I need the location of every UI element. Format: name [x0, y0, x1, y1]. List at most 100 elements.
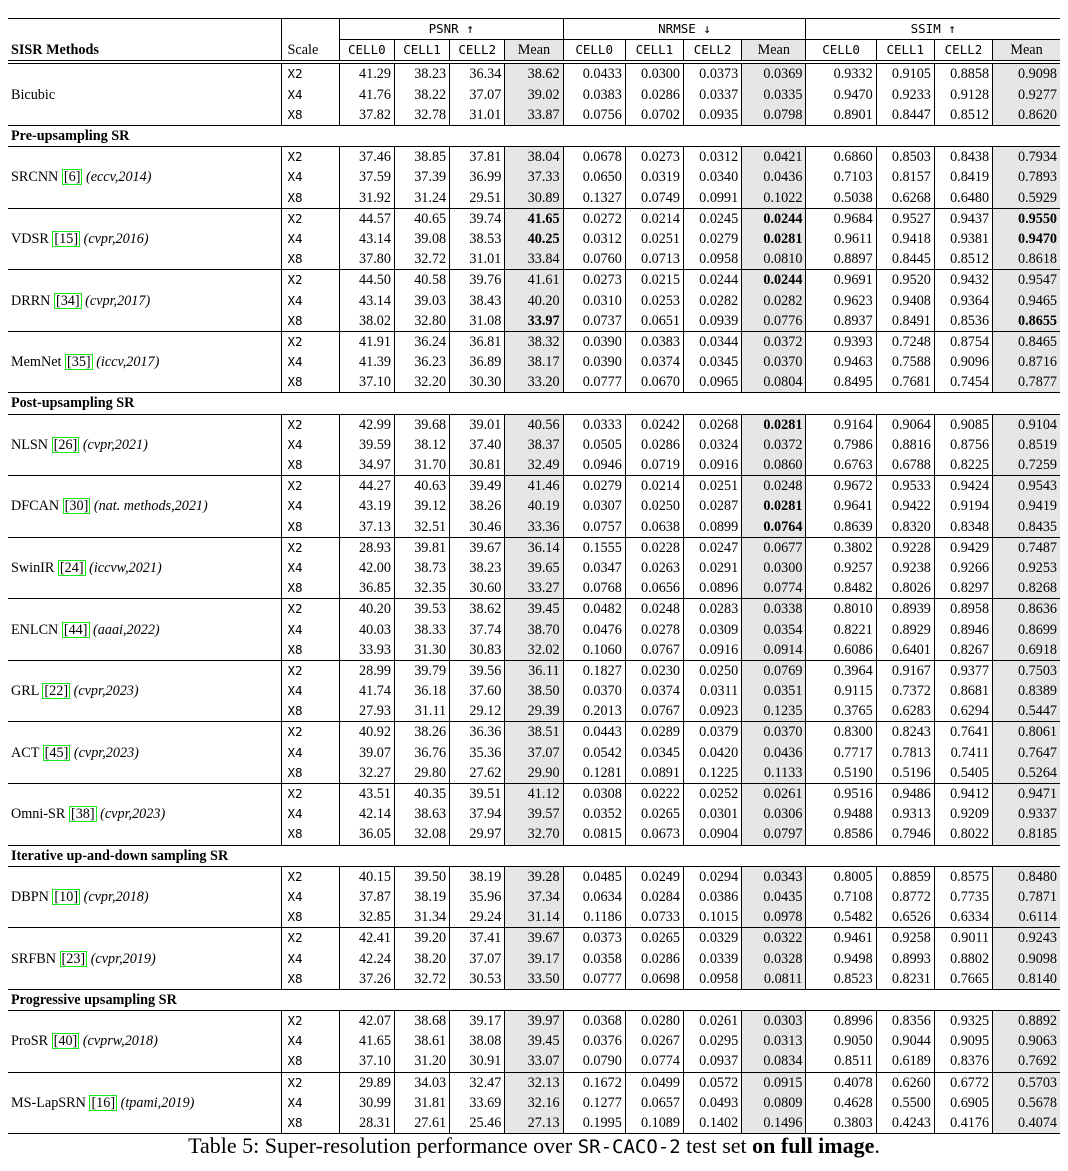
method-name: ENLCN [11, 621, 59, 638]
citation-link[interactable]: [30] [62, 498, 91, 515]
table-row: X8 27.93 31.11 29.12 29.39 0.2013 0.0767 0.0923… [8, 701, 1060, 722]
table-row: X8 37.10 31.20 30.91 33.07 0.0790 0.0774 0.0937… [8, 1051, 1060, 1073]
nrmse-mean-value: 0.0798 [741, 104, 807, 126]
nrmse-cell2-value: 0.0291 [683, 557, 743, 579]
psnr-mean-value: 41.65 [504, 208, 564, 229]
psnr-cell0-value: 42.14 [339, 804, 395, 825]
psnr-cell0-value: 40.92 [339, 721, 395, 743]
nrmse-cell1-value: 0.0273 [625, 146, 684, 168]
citation-link[interactable]: [15] [52, 230, 81, 247]
ssim-mean-value: 0.7647 [992, 742, 1060, 763]
nrmse-cell1-value: 0.0286 [625, 84, 684, 105]
ssim-cell1-value: 0.9238 [876, 557, 935, 579]
ssim-cell0-value: 0.9164 [805, 414, 877, 435]
ssim-cell1-value: 0.9233 [876, 84, 935, 105]
ssim-mean-value: 0.8140 [992, 968, 1060, 990]
citation-link[interactable]: [16] [89, 1094, 118, 1111]
psnr-cell2-value: 29.12 [449, 701, 506, 722]
psnr-mean-value: 41.46 [504, 475, 564, 497]
psnr-cell0-value: 41.74 [339, 681, 395, 702]
nrmse-cell2-value: 0.0937 [683, 1051, 743, 1073]
ssim-cell2-value: 0.9437 [934, 208, 994, 229]
psnr-mean-value: 39.28 [504, 866, 564, 887]
psnr-mean-value: 39.65 [504, 557, 564, 579]
table-row: X8 37.82 32.78 31.01 33.87 0.0756 0.0702 0.0935… [8, 104, 1060, 126]
psnr-cell0-value: 40.20 [339, 598, 395, 620]
nrmse-cell0-value: 0.1327 [563, 187, 626, 209]
psnr-cell2-value: 35.96 [449, 886, 506, 908]
citation-link[interactable]: [45] [42, 744, 71, 761]
ssim-mean-value: 0.5929 [992, 187, 1060, 209]
ssim-cell2-value: 0.9412 [934, 783, 994, 805]
ssim-mean-value: 0.5264 [992, 762, 1060, 784]
nrmse-mean-value: 0.0300 [741, 557, 807, 579]
method-cell: Bicubic [8, 63, 282, 126]
psnr-cell1-value: 38.61 [394, 1031, 451, 1052]
citation-link[interactable]: [34] [53, 292, 82, 309]
scale-cell: X2 [281, 1010, 340, 1032]
citation-link[interactable]: [26] [51, 436, 80, 453]
nrmse-cell2-value: 0.0935 [683, 104, 743, 126]
citation-link[interactable]: [38] [68, 806, 97, 823]
psnr-cell1-value: 38.33 [394, 619, 451, 640]
ssim-cell1-value: 0.9105 [876, 63, 935, 85]
ssim-cell1-value: 0.9228 [876, 537, 935, 558]
scale-cell: X2 [281, 537, 340, 558]
nrmse-cell1-value: 0.0278 [625, 619, 684, 640]
nrmse-cell0-value: 0.0476 [563, 619, 626, 640]
psnr-cell0-value: 43.51 [339, 783, 395, 805]
ssim-cell1-value: 0.8445 [876, 249, 935, 270]
ssim-mean-value: 0.8716 [992, 352, 1060, 373]
group-header: Iterative up-and-down sampling SR [8, 844, 1060, 867]
table-row: X4 43.19 39.12 38.26 40.19 0.0307 0.0250 0.0287… [8, 496, 1060, 517]
scale-cell: X2 [281, 414, 340, 435]
scale-cell: X2 [281, 146, 340, 168]
nrmse-cell0-value: 0.1281 [563, 762, 626, 784]
method-venue: (cvprw,2018) [82, 1033, 158, 1050]
psnr-cell0-value: 31.92 [339, 187, 395, 209]
citation-link[interactable]: [24] [57, 559, 86, 576]
caption-emphasis: on full image [752, 1133, 875, 1158]
method-cell: SwinIR [24] (iccvw,2021) [8, 536, 282, 600]
table-row: DBPN [10] (cvpr,2018) X2 40.15 39.50 38.19 39… [8, 865, 1060, 929]
ssim-cell0-value: 0.3802 [805, 537, 877, 558]
scale-cell: X8 [281, 907, 340, 928]
citation-link[interactable]: [40] [51, 1033, 80, 1050]
ssim-cell2-value: 0.6772 [934, 1072, 994, 1093]
scale-cell: X8 [281, 578, 340, 599]
ssim-cell1-value: 0.9418 [876, 228, 935, 250]
ssim-cell1-value: 0.7681 [876, 372, 935, 393]
table-row: Omni-SR [38] (cvpr,2023) X2 43.51 40.35 39.5… [8, 782, 1060, 846]
psnr-cell0-value: 37.59 [339, 167, 395, 188]
table-caption: Table 5: Super-resolution performance ov… [0, 1133, 1068, 1159]
ssim-cell2-value: 0.9209 [934, 804, 994, 825]
ssim-cell2-value: 0.6480 [934, 187, 994, 209]
psnr-cell2-value: 38.08 [449, 1031, 506, 1052]
ssim-mean-value: 0.9098 [992, 63, 1060, 85]
nrmse-cell1-value: 0.0656 [625, 578, 684, 599]
scale-cell: X8 [281, 249, 340, 270]
citation-link[interactable]: [10] [52, 888, 81, 905]
nrmse-cell2-value: 0.0337 [683, 84, 743, 105]
ssim-cell1-value: 0.9064 [876, 414, 935, 435]
nrmse-cell0-value: 0.0505 [563, 434, 626, 455]
nrmse-cell1-value: 0.0698 [625, 968, 684, 990]
nrmse-cell1-value: 0.0228 [625, 537, 684, 558]
citation-link[interactable]: [6] [61, 169, 83, 186]
scale-cell: X8 [281, 824, 340, 845]
method-venue: (cvpr,2016) [83, 230, 149, 247]
psnr-cell2-value: 39.67 [449, 537, 506, 558]
nrmse-cell2-value: 0.0295 [683, 1031, 743, 1052]
citation-link[interactable]: [44] [61, 621, 90, 638]
citation-link[interactable]: [35] [64, 354, 93, 371]
nrmse-mean-value: 0.0335 [741, 84, 807, 105]
ssim-cell0-value: 0.9257 [805, 557, 877, 579]
citation-link[interactable]: [22] [42, 683, 71, 700]
psnr-mean-value: 27.13 [504, 1112, 564, 1134]
nrmse-cell0-value: 0.0358 [563, 948, 626, 969]
psnr-cell2-value: 39.49 [449, 475, 506, 497]
citation-link[interactable]: [23] [59, 950, 88, 967]
psnr-cell0-value: 42.24 [339, 948, 395, 969]
nrmse-cell1-value: 0.0345 [625, 742, 684, 763]
nrmse-mean-value: 0.0811 [741, 968, 807, 990]
